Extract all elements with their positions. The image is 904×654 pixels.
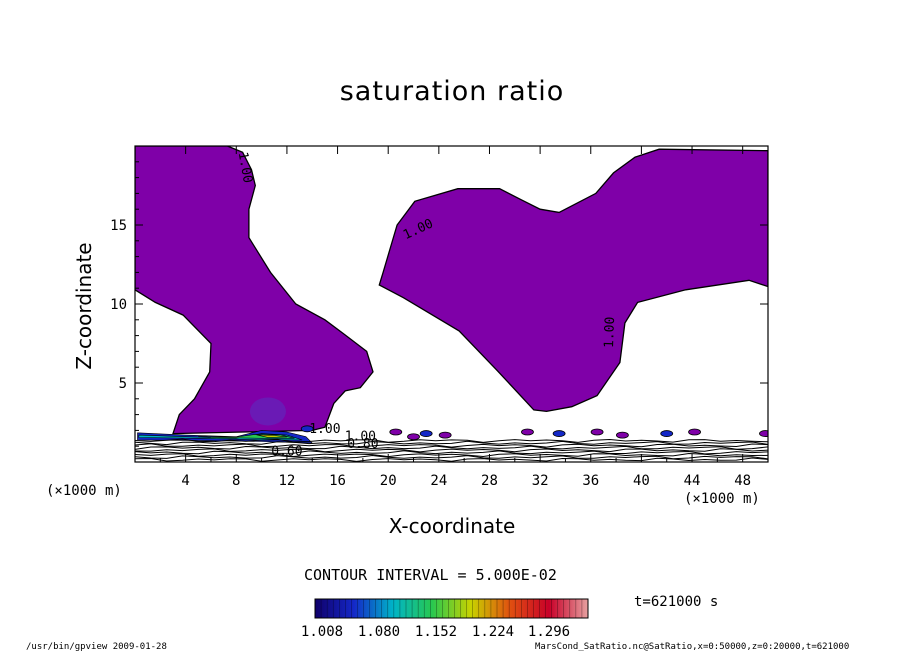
y-tick-label: 15 <box>110 218 127 234</box>
supersaturated-region-2 <box>378 148 768 413</box>
contour-label-3: 1.00 <box>602 316 618 348</box>
contour-label-1: 1.00 <box>235 151 255 184</box>
y-axis-label: Z-coordinate <box>72 242 96 370</box>
surface-bump-2 <box>389 428 403 436</box>
x-tick-label: 48 <box>734 473 751 489</box>
surface-bump-4 <box>419 430 433 437</box>
x-unit-label-left: (×1000 m) <box>46 483 122 499</box>
x-unit-label-right: (×1000 m) <box>684 491 760 507</box>
colorbar-tick-label: 1.008 <box>301 624 343 640</box>
surface-bump-10 <box>660 430 674 437</box>
contour-line-3 <box>135 452 768 458</box>
contour-line-9 <box>135 438 768 443</box>
surface-bump-6 <box>521 428 534 436</box>
x-tick-label: 12 <box>278 473 295 489</box>
surface-bump-9 <box>616 431 629 439</box>
contour-line-7 <box>135 443 768 448</box>
contour-label-6: 0.60 <box>271 445 302 460</box>
colorbar-tick-label: 1.152 <box>415 624 457 640</box>
colorbar <box>314 598 589 619</box>
x-tick-label: 40 <box>633 473 650 489</box>
contour-line-5 <box>135 448 768 453</box>
x-tick-label: 32 <box>532 473 549 489</box>
x-tick-label: 28 <box>481 473 498 489</box>
supersaturated-region-1 <box>135 146 374 435</box>
plume-contour-4 <box>256 434 287 438</box>
x-axis-label: X-coordinate <box>388 514 516 538</box>
surface-bump-3 <box>407 433 420 441</box>
x-tick-label: 20 <box>380 473 397 489</box>
contour-label-4: 1.00 <box>309 422 340 437</box>
contour-line-4 <box>135 450 768 455</box>
contour-line-6 <box>135 445 768 450</box>
surface-bump-11 <box>688 428 701 436</box>
colorbar-tick-label: 1.224 <box>472 624 514 640</box>
contour-line-2 <box>135 454 768 460</box>
time-label: t=621000 s <box>634 594 719 610</box>
surface-bump-1 <box>300 425 314 433</box>
contour-label-5: 1.00 <box>345 430 376 445</box>
contour-line-1 <box>135 457 768 462</box>
x-tick-label: 44 <box>684 473 701 489</box>
colorbar-tick-label: 1.296 <box>528 624 570 640</box>
footer-program-date: /usr/bin/gpview 2009-01-28 <box>26 642 167 652</box>
surface-bump-7 <box>552 430 566 437</box>
contour-line-8 <box>135 440 768 446</box>
x-tick-label: 8 <box>232 473 240 489</box>
y-tick-label: 5 <box>119 376 127 392</box>
surface-bump-5 <box>438 431 452 439</box>
x-tick-label: 24 <box>430 473 447 489</box>
contour-label-7: 0.80 <box>347 437 378 452</box>
inner-cloud-patch <box>249 397 286 426</box>
contour-interval-text: CONTOUR INTERVAL = 5.000E-02 <box>304 566 557 584</box>
footer-data-source: MarsCond_SatRatio.nc@SatRatio,x=0:50000,… <box>535 642 850 652</box>
chart-title: saturation ratio <box>339 76 565 107</box>
colorbar-tick-label: 1.080 <box>358 624 400 640</box>
y-tick-label: 10 <box>110 297 127 313</box>
x-tick-label: 36 <box>582 473 599 489</box>
surface-bump-8 <box>590 428 604 436</box>
x-tick-label: 4 <box>181 473 189 489</box>
surface-bump-12 <box>759 430 768 437</box>
x-tick-label: 16 <box>329 473 346 489</box>
